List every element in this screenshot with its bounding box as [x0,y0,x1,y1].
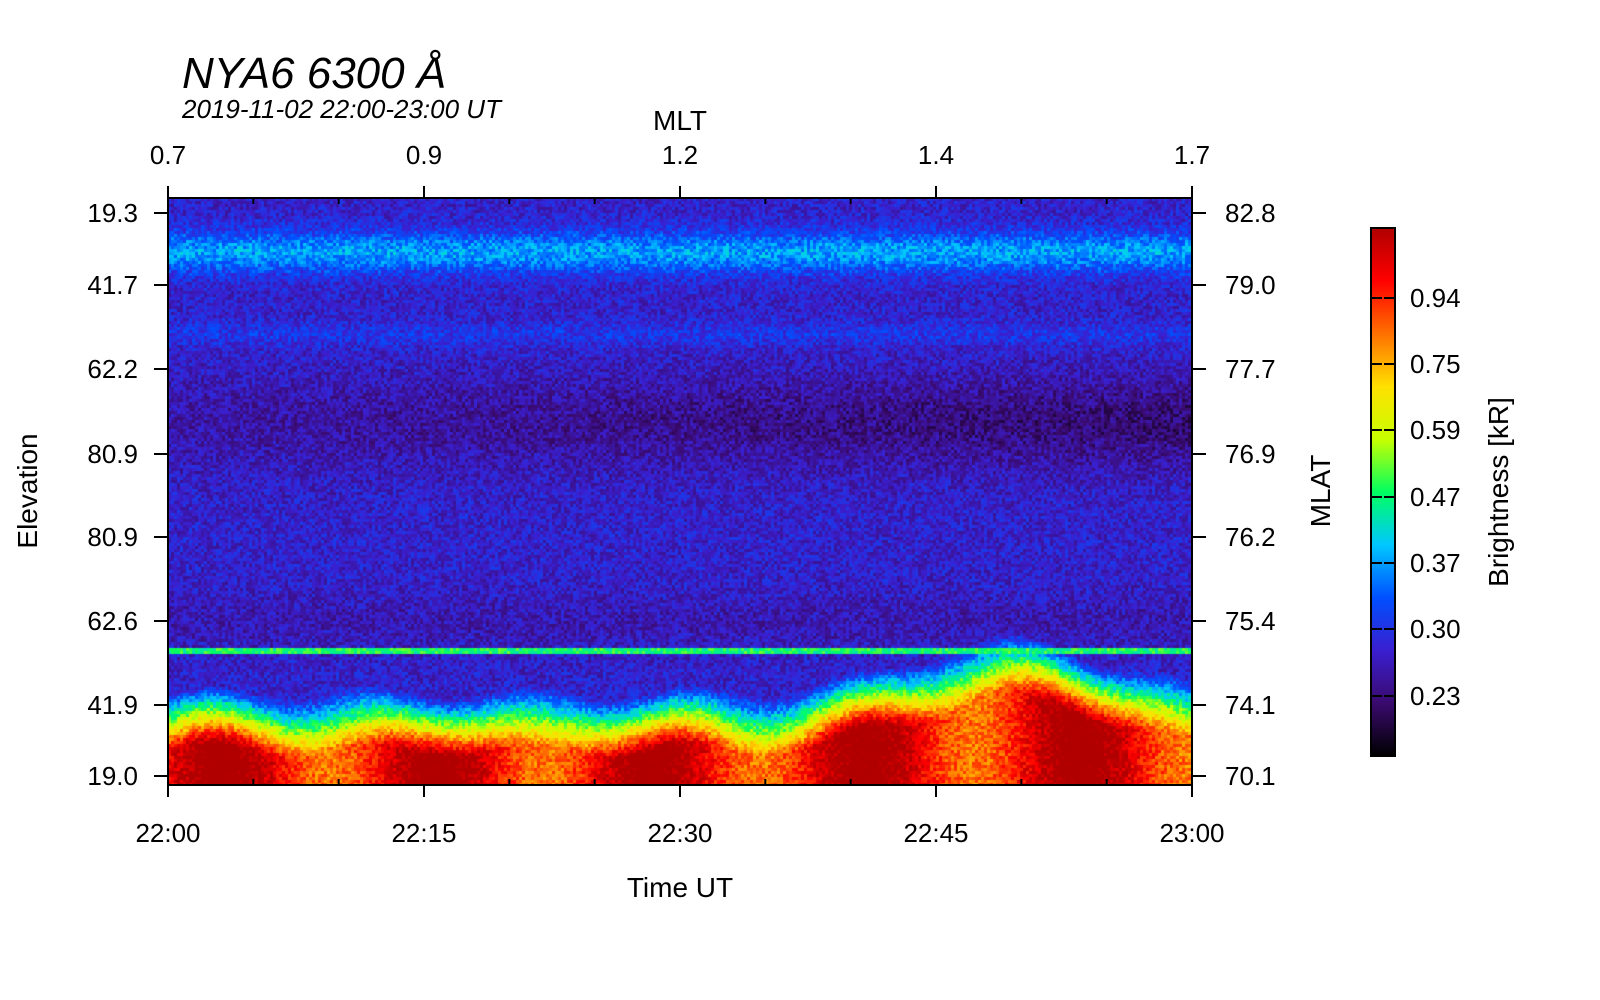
y-tick-label-right: 74.1 [1225,690,1276,720]
top-tick-label: 1.7 [1174,140,1210,170]
y-tick-label-right: 82.8 [1225,198,1276,228]
heatmap-canvas [168,198,1192,785]
top-tick-label: 1.4 [918,140,954,170]
colorbar [1370,227,1396,757]
x-tick-label: 22:15 [391,818,456,848]
y-tick-label-left: 41.7 [87,270,138,300]
top-axis-label: MLT [653,105,707,136]
heatmap-area [168,198,1192,785]
top-tick-label: 1.2 [662,140,698,170]
top-tick-label: 0.7 [150,140,186,170]
colorbar-tick-label: 0.75 [1410,349,1461,379]
colorbar-ticks: 0.23 0.30 0.37 0.47 0.59 0.75 0.94 [1371,283,1461,711]
y-tick-label-left: 19.0 [87,761,138,791]
axis-ticks: 22:00 0.7 22:15 0.9 22:30 1.2 22:45 1.4 23:00 1.7… [87,140,1275,848]
y-tick-label-left: 80.9 [87,439,138,469]
x-tick-label: 22:45 [903,818,968,848]
y-tick-label-right: 76.9 [1225,439,1276,469]
y-tick-label-right: 79.0 [1225,270,1276,300]
y-tick-label-right: 76.2 [1225,522,1276,552]
chart-subtitle: 2019-11-02 22:00-23:00 UT [181,94,503,124]
y-tick-label-left: 19.3 [87,198,138,228]
y-tick-label-right: 70.1 [1225,761,1276,791]
colorbar-tick-label: 0.30 [1410,614,1461,644]
top-tick-label: 0.9 [406,140,442,170]
colorbar-tick-label: 0.47 [1410,482,1461,512]
y-tick-label-right: 75.4 [1225,606,1276,636]
y-tick-label-right: 77.7 [1225,354,1276,384]
colorbar-tick-label: 0.23 [1410,681,1461,711]
colorbar-tick-label: 0.37 [1410,548,1461,578]
chart-title: NYA6 6300 Å [182,49,446,98]
colorbar-label: Brightness [kR] [1483,397,1514,587]
x-axis-label: Time UT [627,872,733,903]
y-axis-label-right: MLAT [1305,455,1336,528]
colorbar-tick-label: 0.94 [1410,283,1461,313]
x-tick-label: 22:30 [647,818,712,848]
y-tick-label-left: 41.9 [87,690,138,720]
y-axis-label-left: Elevation [12,433,43,548]
y-tick-label-left: 80.9 [87,522,138,552]
x-tick-label: 23:00 [1159,818,1224,848]
y-tick-label-left: 62.2 [87,354,138,384]
colorbar-tick-label: 0.59 [1410,415,1461,445]
x-tick-label: 22:00 [135,818,200,848]
y-tick-label-left: 62.6 [87,606,138,636]
